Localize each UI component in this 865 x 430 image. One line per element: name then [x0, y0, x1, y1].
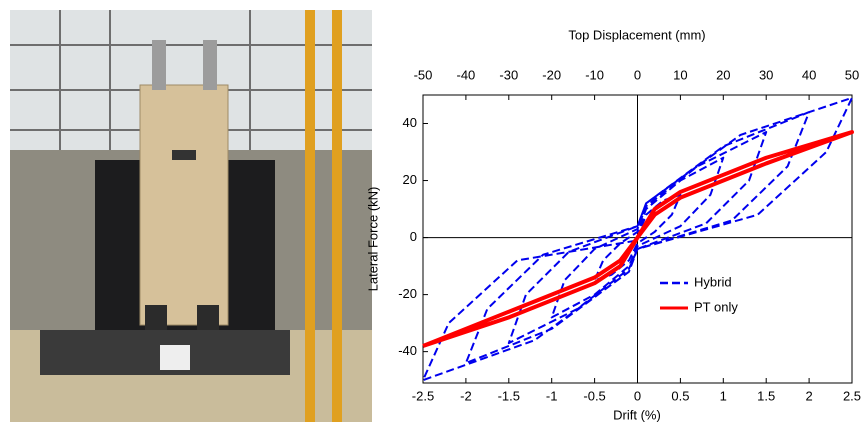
- x2-tick-label: 20: [716, 67, 730, 82]
- specimen-tag: [160, 345, 190, 370]
- top-axis-title: Top Displacement (mm): [568, 27, 705, 42]
- x-tick-label: 1.5: [757, 388, 775, 403]
- x-tick-label: -2: [460, 388, 472, 403]
- specimen-photo: [10, 10, 372, 422]
- x2-tick-label: -40: [457, 67, 476, 82]
- legend-label: Hybrid: [694, 274, 732, 289]
- y-tick-label: 40: [403, 115, 417, 130]
- x-axis-title: Drift (%): [613, 407, 661, 422]
- x2-tick-label: 30: [759, 67, 773, 82]
- rack-post: [332, 10, 342, 422]
- x-tick-label: -0.5: [583, 388, 605, 403]
- y-tick-label: 0: [410, 229, 417, 244]
- base-plate: [197, 305, 219, 335]
- x2-tick-label: 10: [673, 67, 687, 82]
- x-tick-label: 1: [720, 388, 727, 403]
- y-tick-label: -20: [398, 286, 417, 301]
- x2-tick-label: 0: [634, 67, 641, 82]
- x2-tick-label: -10: [585, 67, 604, 82]
- series-line: [422, 96, 853, 382]
- x-tick-label: 0: [634, 388, 641, 403]
- x2-tick-label: 40: [802, 67, 816, 82]
- actuator-rod: [203, 40, 217, 90]
- plywood-wall: [139, 84, 229, 326]
- x2-tick-label: 50: [845, 67, 859, 82]
- base-plate: [145, 305, 167, 335]
- series-line: [422, 130, 854, 348]
- y-axis-title: Lateral Force (kN): [365, 187, 380, 292]
- legend-label: PT only: [694, 299, 738, 314]
- rack-post: [305, 10, 315, 422]
- x-tick-label: 2.5: [843, 388, 861, 403]
- x-tick-label: 2: [805, 388, 812, 403]
- x-tick-label: -2.5: [412, 388, 434, 403]
- x2-tick-label: -50: [414, 67, 433, 82]
- y-tick-label: 20: [403, 172, 417, 187]
- x2-tick-label: -30: [499, 67, 518, 82]
- x-tick-label: -1.5: [498, 388, 520, 403]
- y-tick-label: -40: [398, 343, 417, 358]
- bracket: [172, 150, 196, 160]
- x-tick-label: -1: [546, 388, 558, 403]
- actuator-rod: [152, 40, 166, 90]
- x-tick-label: 0.5: [671, 388, 689, 403]
- x2-tick-label: -20: [542, 67, 561, 82]
